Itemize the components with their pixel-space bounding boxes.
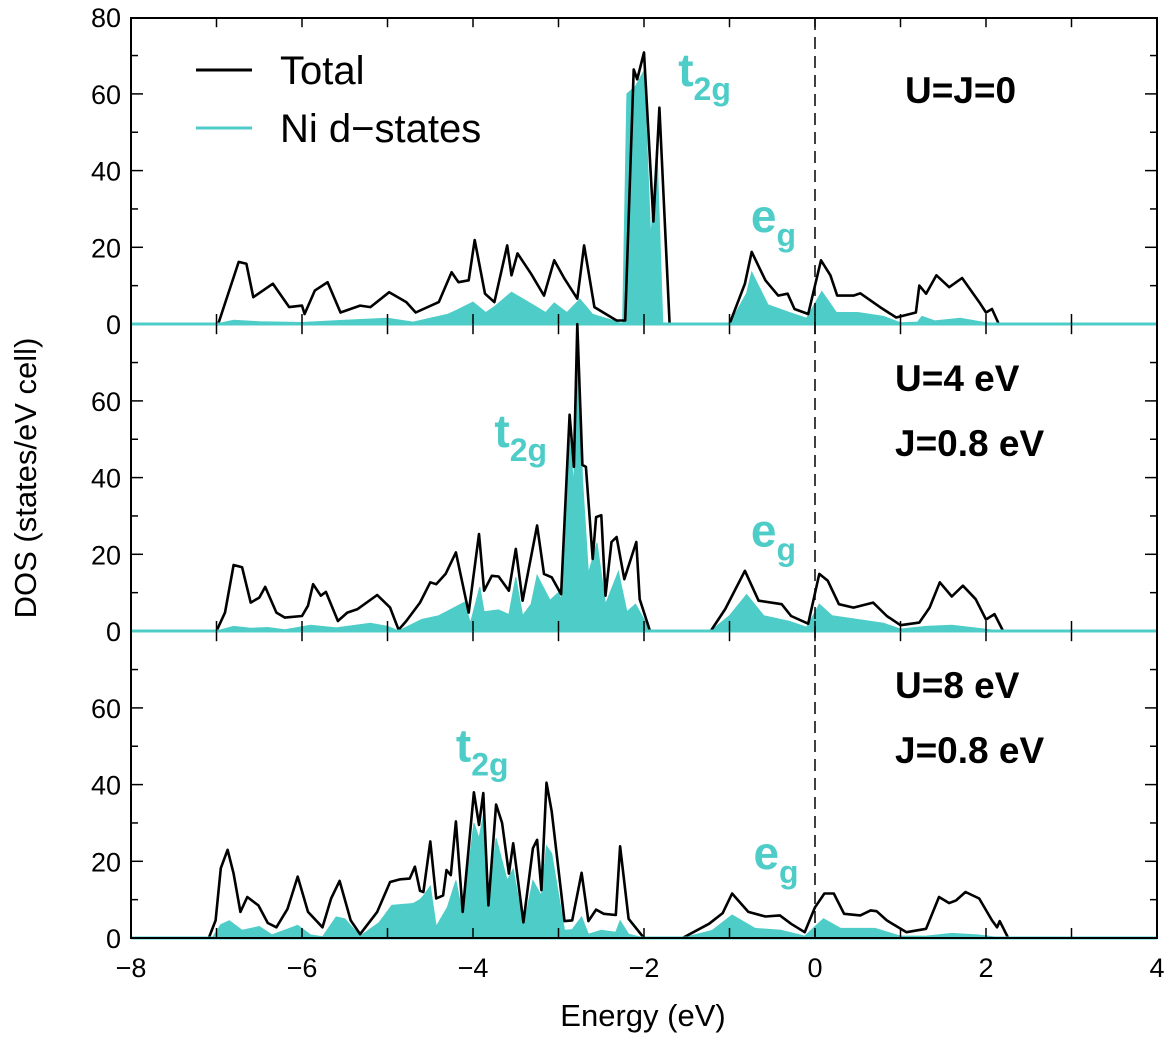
annotation-eg: eg (751, 505, 796, 568)
y-tick-label: 20 (91, 233, 121, 263)
y-tick-label: 40 (91, 464, 121, 494)
x-tick-label: −8 (116, 953, 147, 983)
panel-1: 0 20 40 60 80 U=J=0 t2g eg (91, 3, 1157, 340)
panel-parameter-label: U=8 eV (895, 665, 1020, 706)
y-tick-label: 20 (91, 540, 121, 570)
panel-parameter-label: J=0.8 eV (895, 423, 1044, 464)
x-axis-label: Energy (eV) (560, 998, 725, 1033)
panel-parameter-label: U=4 eV (895, 358, 1020, 399)
x-tick-label: −6 (287, 953, 318, 983)
x-tick-label: −4 (458, 953, 489, 983)
x-tick-label: −2 (629, 953, 660, 983)
legend-label-total: Total (280, 49, 365, 93)
y-tick-label: 60 (91, 80, 121, 110)
y-tick-label: 40 (91, 157, 121, 187)
legend-label-ni-d: Ni d−states (280, 107, 481, 151)
panel-3: 0 20 40 60 U=8 eV J=0.8 eV t2g eg (91, 631, 1157, 954)
panel-2: 0 20 40 60 U=4 eV J=0.8 eV t2g eg (91, 322, 1157, 647)
annotation-eg: eg (751, 190, 796, 253)
plot-frame (130, 17, 1158, 939)
total-dos-line (131, 322, 1157, 633)
panel-parameter-label: U=J=0 (905, 70, 1016, 111)
x-tick-label: 0 (807, 953, 822, 983)
y-axis-label: DOS (states/eV cell) (8, 338, 43, 619)
annotation-t2g: t2g (678, 44, 731, 107)
y-tick-label: 80 (91, 3, 121, 33)
y-tick-label: 0 (106, 617, 121, 647)
y-tick-label: 60 (91, 694, 121, 724)
panel-parameter-label: J=0.8 eV (895, 730, 1044, 771)
y-tick-label: 0 (106, 310, 121, 340)
annotation-t2g: t2g (456, 720, 509, 783)
annotation-t2g: t2g (494, 405, 547, 468)
y-tick-label: 40 (91, 771, 121, 801)
total-dos-line (131, 781, 1157, 940)
y-tick-label: 60 (91, 387, 121, 417)
x-tick-label: 4 (1149, 953, 1164, 983)
total-dos-line (131, 51, 1157, 326)
annotation-eg: eg (753, 827, 798, 890)
legend: Total Ni d−states (196, 49, 481, 151)
ni-d-states-area (131, 815, 1157, 939)
y-tick-label: 20 (91, 847, 121, 877)
y-tick-label: 0 (106, 924, 121, 954)
x-tick-label: 2 (978, 953, 993, 983)
